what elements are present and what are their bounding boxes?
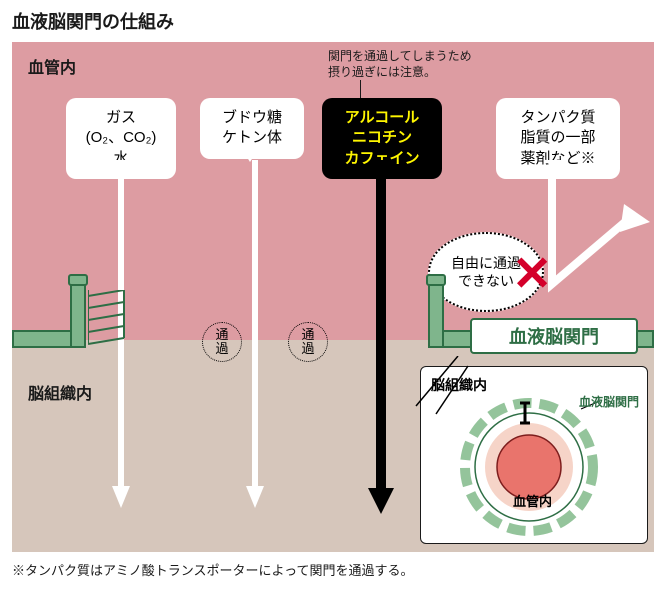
gate-pillar-right bbox=[428, 284, 444, 348]
box-gases: ガス (O₂、CO₂) 水 bbox=[66, 98, 176, 179]
page-title: 血液脳関門の仕組み bbox=[12, 8, 654, 34]
box-protein: タンパク質 脂質の一部 薬剤など※ bbox=[496, 98, 620, 179]
footnote: ※タンパク質はアミノ酸トランスポーターによって関門を通過する。 bbox=[12, 560, 654, 579]
box-gases-l1: ガス bbox=[106, 109, 136, 126]
box-glucose: ブドウ糖 ケトン体 bbox=[200, 98, 304, 159]
inset-bbb-label: 血液脳関門 bbox=[579, 393, 639, 410]
red-x-icon: ✕ bbox=[512, 246, 552, 302]
box-protein-l1: タンパク質 bbox=[520, 109, 595, 126]
gate-note: 関門を通過してしまうため 摂り過ぎには注意。 bbox=[328, 48, 472, 80]
gate-door-left bbox=[88, 290, 132, 348]
box-glucose-l2: ケトン体 bbox=[222, 129, 282, 146]
gate-note-l2: 摂り過ぎには注意。 bbox=[328, 65, 436, 79]
box-drugs-l2: ニコチン bbox=[352, 129, 412, 146]
box-drugs: アルコール ニコチン カフェイン bbox=[322, 98, 442, 179]
box-gases-l2: (O₂、CO₂) bbox=[86, 129, 157, 146]
wall-left-segment bbox=[12, 330, 72, 348]
inset-leader-lines bbox=[412, 356, 472, 416]
cannot-pass-l1: 自由に通過 bbox=[451, 255, 521, 271]
gate-pillar-left bbox=[70, 284, 86, 348]
bbb-label-box: 血液脳関門 bbox=[470, 318, 638, 354]
cannot-pass-l2: できない bbox=[458, 273, 514, 289]
gate-pillar-left-cap bbox=[68, 274, 88, 286]
gate-pillar-right-cap bbox=[426, 274, 446, 286]
label-brain: 脳組織内 bbox=[28, 380, 92, 404]
diagram-stage: 血管内 脳組織内 関門を通過してしまうため 摂り過ぎには注意。 ガス (O₂、C… bbox=[12, 42, 654, 552]
gate-note-leader bbox=[360, 80, 361, 98]
box-glucose-l1: ブドウ糖 bbox=[222, 109, 282, 126]
inset-vessel-label: 血管内 bbox=[513, 491, 552, 510]
box-protein-l2: 脂質の一部 bbox=[520, 129, 595, 146]
box-drugs-l1: アルコール bbox=[345, 109, 420, 126]
label-vessel: 血管内 bbox=[28, 54, 76, 78]
gate-note-l1: 関門を通過してしまうため bbox=[328, 49, 472, 63]
